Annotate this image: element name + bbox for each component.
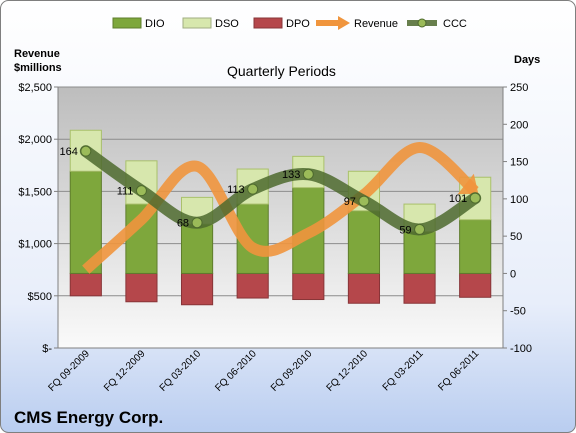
ccc-marker — [414, 223, 426, 235]
ccc-data-label: 111 — [117, 186, 134, 198]
dpo-bar — [459, 272, 492, 298]
dpo-bar — [347, 272, 381, 304]
legend-arrowhead — [338, 16, 350, 30]
dpo-bar — [125, 272, 158, 303]
legend-label: DIO — [145, 18, 165, 30]
ccc-marker — [247, 183, 259, 195]
right-tick-label: 100 — [510, 194, 528, 206]
ccc-data-label: 164 — [59, 146, 77, 158]
revenue-line — [82, 142, 479, 274]
legend-label: DSO — [215, 18, 239, 30]
dio-bar — [347, 210, 381, 274]
left-tick-label: $1,500 — [18, 186, 52, 198]
legend-swatch — [112, 17, 142, 29]
right-tick-label: 250 — [510, 82, 528, 94]
left-tick-label: $500 — [28, 291, 52, 303]
ccc-marker — [191, 217, 203, 229]
dpo-bar — [236, 272, 269, 299]
company-name: CMS Energy Corp. — [14, 408, 163, 427]
left-tick-label: $2,000 — [18, 134, 52, 146]
lines-layer: 164 111 68 113 133 97 59 101 — [59, 142, 482, 274]
legend-swatch — [182, 17, 212, 29]
dio-bar — [459, 219, 492, 274]
chart-title: Quarterly Periods — [227, 63, 336, 79]
legend-label: Revenue — [354, 18, 398, 30]
right-tick-label: 50 — [510, 231, 522, 243]
ccc-data-label: 133 — [282, 169, 300, 181]
dpo-bar — [292, 272, 325, 301]
dpo-bar — [403, 272, 436, 304]
ccc-data-label: 113 — [227, 184, 245, 196]
dpo-bar — [180, 272, 214, 306]
ccc-marker — [80, 145, 92, 157]
ccc-marker — [302, 168, 314, 180]
ccc-data-label: 97 — [344, 196, 356, 208]
legend-swatch — [253, 17, 283, 29]
ccc-marker — [358, 195, 370, 207]
left-tick-label: $1,000 — [18, 239, 52, 251]
ccc-data-label: 59 — [399, 224, 411, 236]
left-tick-label: $2,500 — [18, 82, 52, 94]
right-tick-label: 150 — [510, 157, 528, 169]
dio-bar — [180, 223, 214, 274]
right-tick-label: 200 — [510, 119, 528, 131]
left-tick-label: $- — [42, 343, 52, 355]
left-axis-label-line2: $millions — [14, 62, 62, 74]
legend-label: DPO — [286, 18, 310, 30]
right-tick-label: -50 — [510, 306, 526, 318]
revenue-arrowhead — [457, 173, 479, 195]
right-axis-label: Days — [514, 54, 540, 66]
legend-marker — [417, 18, 427, 28]
dio-bar — [403, 231, 436, 274]
plot-area — [58, 87, 503, 348]
right-tick-label: 0 — [510, 268, 516, 280]
dpo-bar — [69, 272, 102, 297]
legend: DIO DSO DPO Revenue CCC — [112, 16, 467, 30]
ccc-data-label: 68 — [177, 218, 189, 230]
ccc-data-label: 101 — [449, 193, 467, 205]
right-tick-label: -100 — [510, 343, 532, 355]
ccc-marker — [135, 185, 147, 197]
legend-label: CCC — [443, 18, 467, 30]
ccc-marker — [469, 192, 481, 204]
left-axis-label-line1: Revenue — [14, 48, 60, 60]
